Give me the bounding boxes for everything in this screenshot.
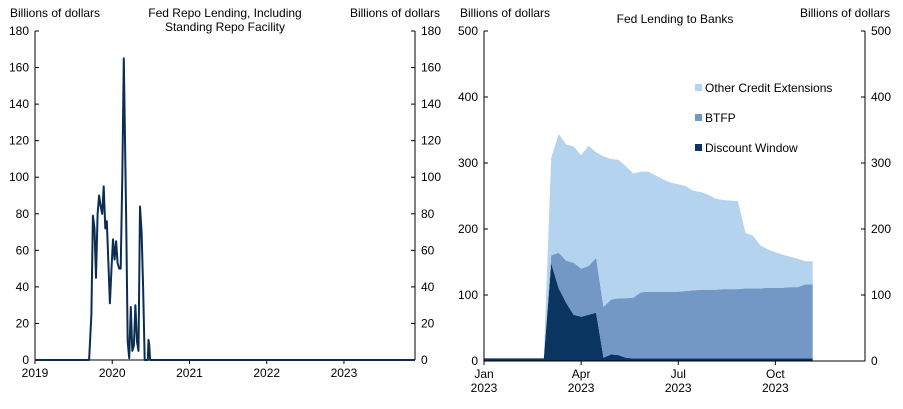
chart2-ytick-label-left: 200	[458, 222, 478, 236]
chart1-ytick-label-left: 0	[22, 353, 29, 367]
chart1-ytick-label-left: 20	[16, 316, 30, 330]
chart1-ytick-label-right: 0	[421, 353, 428, 367]
chart1-ytick-label-left: 100	[9, 170, 29, 184]
chart2-xtick-label: Jan	[474, 367, 493, 381]
chart2-ytick-label-right: 0	[871, 354, 878, 368]
chart2-legend: Other Credit Extensions BTFP Discount Wind…	[695, 81, 832, 155]
chart2-xtick-sublabel: 2023	[665, 381, 692, 395]
fed-lending-chart: Billions of dollars Billions of dollars …	[458, 6, 891, 395]
chart2-area-discount-window	[484, 263, 813, 361]
chart2-left-axis-label: Billions of dollars	[460, 6, 550, 20]
chart2-ytick-label-right: 500	[871, 24, 891, 38]
chart2-ytick-label-right: 100	[871, 288, 891, 302]
chart1-ytick-label-right: 180	[421, 24, 441, 38]
legend-swatch-discount-window	[695, 144, 702, 151]
chart2-plot	[484, 134, 813, 361]
legend-label-btfp: BTFP	[705, 111, 736, 125]
chart1-xtick-label: 2019	[22, 366, 49, 380]
chart2-ytick-label-right: 200	[871, 222, 891, 236]
chart1-plot	[35, 57, 415, 361]
chart2-xtick-label: Jul	[671, 367, 686, 381]
chart1-ytick-label-left: 120	[9, 134, 29, 148]
chart1-ytick-label-right: 60	[421, 243, 435, 257]
chart2-ytick-label-left: 0	[471, 354, 478, 368]
chart1-ytick-label-right: 160	[421, 61, 441, 75]
chart1-left-axis-label: Billions of dollars	[10, 6, 100, 20]
chart2-ytick-label-left: 300	[458, 156, 478, 170]
chart2-xtick-label: Oct	[766, 367, 785, 381]
chart2-xtick-sublabel: 2023	[762, 381, 789, 395]
chart1-ytick-label-left: 180	[9, 24, 29, 38]
chart2-area-btfp	[484, 252, 813, 359]
chart2-area-other-credit-extensions	[484, 134, 813, 359]
chart1-xtick-label: 2022	[253, 366, 280, 380]
legend-swatch-btfp	[695, 114, 702, 121]
chart2-ytick-label-left: 500	[458, 24, 478, 38]
chart1-ytick-label-right: 20	[421, 316, 435, 330]
chart1-series-line	[35, 57, 415, 361]
chart1-ytick-label-left: 60	[16, 243, 30, 257]
chart2-xtick-sublabel: 2023	[568, 381, 595, 395]
chart1-xtick-label: 2021	[176, 366, 203, 380]
chart1-ytick-label-right: 40	[421, 280, 435, 294]
chart1-ytick-label-left: 80	[16, 207, 30, 221]
chart1-xtick-label: 2020	[99, 366, 126, 380]
chart2-ytick-label-right: 300	[871, 156, 891, 170]
repo-lending-chart: Billions of dollars Billions of dollars …	[9, 6, 441, 380]
legend-label-discount-window: Discount Window	[705, 141, 798, 155]
chart2-xtick-label: Apr	[572, 367, 591, 381]
chart2-right-axis-label: Billions of dollars	[800, 6, 890, 20]
legend-label-other-credit-extensions: Other Credit Extensions	[705, 81, 832, 95]
chart1-ytick-label-right: 80	[421, 207, 435, 221]
chart2-ytick-label-right: 400	[871, 90, 891, 104]
chart2-ytick-label-left: 100	[458, 288, 478, 302]
chart1-ytick-label-right: 100	[421, 170, 441, 184]
chart1-right-axis-label: Billions of dollars	[350, 6, 440, 20]
chart1-title-line2: Standing Repo Facility	[165, 20, 285, 34]
chart2-ytick-label-left: 400	[458, 90, 478, 104]
chart1-title-line1: Fed Repo Lending, Including	[148, 6, 301, 20]
chart2-xtick-sublabel: 2023	[471, 381, 498, 395]
chart1-xtick-label: 2023	[331, 366, 358, 380]
chart1-ytick-label-right: 140	[421, 97, 441, 111]
chart1-ytick-label-left: 140	[9, 97, 29, 111]
chart1-ytick-label-left: 160	[9, 61, 29, 75]
chart1-ytick-label-right: 120	[421, 134, 441, 148]
chart1-ytick-label-left: 40	[16, 280, 30, 294]
chart2-title: Fed Lending to Banks	[617, 12, 734, 26]
legend-swatch-other-credit-extensions	[695, 84, 702, 91]
